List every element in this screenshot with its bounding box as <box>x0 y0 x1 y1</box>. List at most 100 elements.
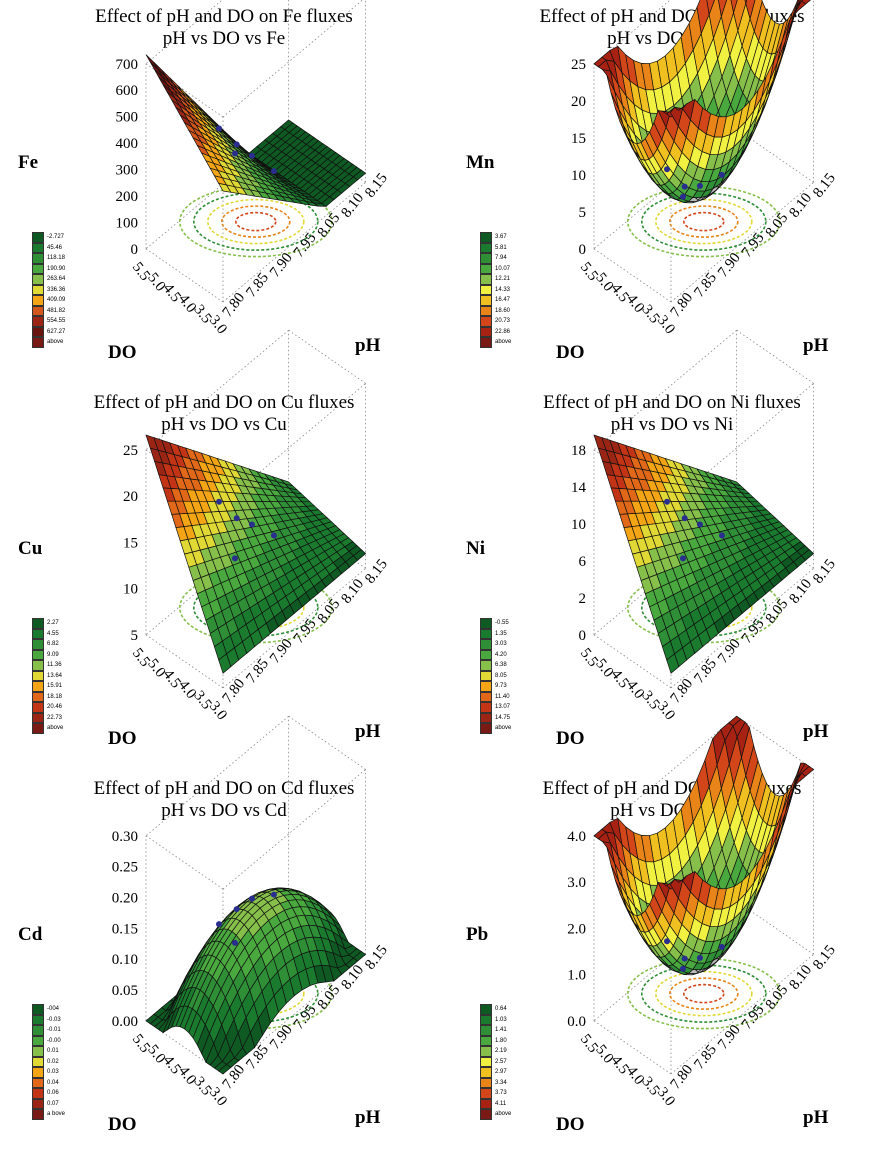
surface-mesh <box>593 0 812 204</box>
sample-point <box>679 965 686 972</box>
sample-point <box>696 521 703 528</box>
legend-swatch <box>480 1025 492 1036</box>
legend-swatch <box>32 1088 44 1099</box>
z-tick-label: 18 <box>571 443 586 459</box>
chart-title: Effect of pH and DO on Ni fluxes <box>543 392 801 413</box>
legend-label: 3.03 <box>495 641 507 648</box>
legend-swatch <box>32 1109 44 1120</box>
x-tick-label: 8.10 <box>338 576 367 607</box>
legend-entry: 1.35 <box>480 628 511 639</box>
color-legend: -004 -0.03 -0.01 -0.00 0.01 0.02 0.03 0.04 0.06 0… <box>32 1004 65 1120</box>
legend-swatch <box>32 305 44 316</box>
legend-label: 2.97 <box>495 1069 507 1076</box>
sample-point <box>664 166 671 173</box>
legend-entry: 20.73 <box>480 316 511 327</box>
sample-point <box>248 152 255 159</box>
legend-swatch <box>32 681 44 692</box>
legend-label: -2.727 <box>47 234 65 241</box>
legend-swatch <box>32 1077 44 1088</box>
z-tick-label: 0.00 <box>112 1014 138 1030</box>
z-tick-label: 200 <box>116 189 139 205</box>
legend-label: 0.04 <box>47 1079 59 1086</box>
y-axis-label: DO <box>556 1114 585 1135</box>
legend-label: above <box>495 1111 512 1118</box>
z-tick-label: 0.0 <box>567 1014 586 1030</box>
sample-point <box>248 521 255 528</box>
legend-swatch <box>480 305 492 316</box>
legend-label: 6.82 <box>47 641 59 648</box>
legend-entry: 3.67 <box>480 232 511 243</box>
legend-entry: 22.86 <box>480 326 511 337</box>
legend-swatch <box>480 1067 492 1078</box>
y-tick-labels: 3.03.54.04.55.05.5 <box>577 259 678 337</box>
axis-box <box>145 0 367 303</box>
surface-plot: 0261014187.807.857.907.958.058.108.153.0… <box>571 329 839 723</box>
legend-swatch <box>32 660 44 671</box>
legend-entry: above <box>480 337 511 348</box>
chart-panel-ni: Effect of pH and DO on Ni fluxes pH vs DO… <box>448 329 896 771</box>
legend-swatch <box>480 723 492 734</box>
x-axis-label: pH <box>355 721 381 742</box>
z-tick-labels: 5 10 15 20 25 <box>123 443 138 644</box>
legend-swatch <box>480 326 492 337</box>
z-tick-label: 500 <box>116 110 139 126</box>
legend-entry: above <box>32 723 63 734</box>
legend-label: 11.40 <box>495 693 510 700</box>
legend-entry: 0.04 <box>32 1077 65 1088</box>
z-tick-label: 10 <box>123 582 138 598</box>
surface-mesh <box>593 434 815 674</box>
x-tick-label: 8.10 <box>786 962 815 993</box>
legend-label: 263.64 <box>47 276 66 283</box>
z-tick-label: 20 <box>123 489 138 505</box>
x-tick-label: 7.80 <box>668 1062 697 1093</box>
x-tick-label: 7.80 <box>220 676 249 707</box>
sample-point <box>231 555 238 562</box>
z-tick-label: 0 <box>131 242 139 258</box>
legend-entry: 481.82 <box>32 305 65 316</box>
legend-label: 1.35 <box>495 630 507 637</box>
legend-entry: 9.73 <box>480 681 511 692</box>
legend-label: -0.03 <box>47 1016 61 1023</box>
legend-swatch <box>32 1025 44 1036</box>
legend-label: 409.09 <box>47 297 66 304</box>
surface-cell <box>792 0 801 21</box>
legend-swatch <box>480 1014 492 1025</box>
legend-swatch <box>32 1035 44 1046</box>
legend-entry: 13.64 <box>32 670 63 681</box>
legend-label: 11.36 <box>47 662 62 669</box>
chart-subtitle: pH vs DO vs Ni <box>610 414 734 435</box>
legend-label: 45.46 <box>47 244 63 251</box>
legend-label: 20.46 <box>47 704 63 711</box>
legend-entry: 409.09 <box>32 295 65 306</box>
x-tick-label: 8.05 <box>315 596 344 627</box>
legend-label: 190.90 <box>47 265 66 272</box>
legend-entry: 2.97 <box>480 1067 511 1078</box>
legend-label: 15.91 <box>47 683 63 690</box>
sample-point <box>679 555 686 562</box>
sample-point <box>216 921 223 928</box>
x-tick-label: 8.05 <box>763 596 792 627</box>
x-axis-label: pH <box>803 1107 829 1128</box>
x-tick-label: 8.15 <box>810 942 839 973</box>
legend-entry: 13.07 <box>480 702 511 713</box>
legend-label: above <box>47 725 64 732</box>
legend-entry: 4.11 <box>480 1098 511 1109</box>
sample-points <box>664 498 725 562</box>
z-tick-labels: 0 2 6 10 14 18 <box>571 443 587 644</box>
chart-panel-cd: Effect of pH and DO on Cd fluxes pH vs DO… <box>0 715 448 1157</box>
legend-label: 10.07 <box>495 265 511 272</box>
sample-points <box>216 891 277 946</box>
legend-swatch <box>480 618 492 629</box>
legend-entry: 0.03 <box>32 1067 65 1078</box>
legend-entry: 2.19 <box>480 1046 511 1057</box>
z-tick-label: 5 <box>131 628 139 644</box>
legend-label: 3.67 <box>495 234 507 241</box>
legend-label: 118.18 <box>47 255 65 262</box>
legend-label: 6.38 <box>495 662 507 669</box>
legend-swatch <box>480 1109 492 1120</box>
chart-panel-cu: Effect of pH and DO on Cu fluxes pH vs DO… <box>0 329 448 771</box>
x-tick-label: 7.90 <box>267 1022 296 1053</box>
legend-entry: 8.05 <box>480 670 511 681</box>
legend-swatch <box>32 295 44 306</box>
legend-swatch <box>32 649 44 660</box>
